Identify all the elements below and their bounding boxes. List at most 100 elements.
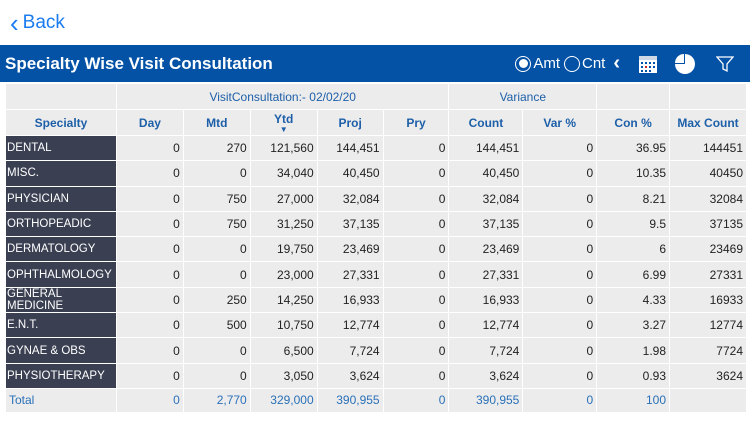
column-header-label: Proj — [338, 115, 362, 130]
cell-var: 0 — [522, 185, 598, 212]
pie-chart-icon[interactable] — [674, 53, 696, 75]
cell-pry: 0 — [382, 362, 450, 389]
table-row[interactable]: ORTHOPEADIC 0 750 31,250 37,135 0 37,135 0 9.5 37… — [5, 210, 747, 238]
cell-max-count: 12774 — [669, 312, 747, 339]
cell-var: 0 — [522, 286, 598, 314]
back-button[interactable]: ‹ Back — [10, 10, 65, 36]
total-cell: 2,770 — [182, 387, 251, 413]
total-row: Total 0 2,770 329,000 390,955 0 390,955 0 100 — [5, 387, 747, 413]
cell-proj: 37,135 — [316, 210, 384, 238]
calendar-icon[interactable] — [638, 54, 658, 74]
column-header-pry[interactable]: Pry — [382, 109, 450, 136]
cell-proj: 32,084 — [316, 185, 384, 212]
column-header-proj[interactable]: Proj — [316, 109, 384, 136]
table-row[interactable]: PHYSICIAN 0 750 27,000 32,084 0 32,084 0 8.21 320… — [5, 185, 747, 212]
cell-max-count: 16933 — [669, 286, 747, 314]
table-row[interactable]: GYNAE & OBS 0 0 6,500 7,724 0 7,724 0 1.98 7724 — [5, 337, 747, 364]
cell-day: 0 — [115, 236, 184, 263]
radio-cnt[interactable]: Cnt — [563, 55, 606, 72]
cell-var: 0 — [522, 236, 598, 263]
cell-ytd: 10,750 — [249, 312, 318, 339]
cell-max-count: 3624 — [669, 362, 747, 389]
total-cell: 100 — [596, 387, 671, 413]
cell-mtd: 750 — [182, 210, 251, 238]
cell-var: 0 — [522, 160, 598, 187]
radio-unchecked-icon — [563, 55, 580, 72]
cell-mtd: 0 — [182, 236, 251, 263]
cell-mtd: 270 — [182, 134, 251, 162]
group-header-empty — [669, 83, 747, 110]
cell-pry: 0 — [382, 236, 450, 263]
group-header-main: VisitConsultation:- 02/02/20 — [115, 83, 450, 110]
total-cell: 0 — [382, 387, 450, 413]
column-header-label: Ytd — [274, 111, 294, 126]
column-header-day[interactable]: Day — [115, 109, 184, 136]
total-cell: 0 — [522, 387, 598, 413]
group-header-empty — [596, 83, 671, 110]
column-header-ytd[interactable]: Ytd ▼ — [249, 109, 318, 136]
cell-pry: 0 — [382, 134, 450, 162]
cell-mtd: 0 — [182, 337, 251, 364]
column-header-mtd[interactable]: Mtd — [182, 109, 251, 136]
cell-pry: 0 — [382, 261, 450, 288]
cell-ytd: 19,750 — [249, 236, 318, 263]
total-cell: 390,955 — [316, 387, 384, 413]
cell-count: 3,624 — [448, 362, 524, 389]
table-row[interactable]: DERMATOLOGY 0 0 19,750 23,469 0 23,469 0 6 23469 — [5, 236, 747, 263]
column-header-label: Specialty — [34, 115, 88, 130]
cell-count: 37,135 — [448, 210, 524, 238]
cell-ytd: 23,000 — [249, 261, 318, 288]
group-header-empty — [5, 83, 117, 110]
specialty-cell: GENERAL MEDICINE — [5, 286, 117, 314]
column-header-con[interactable]: Con % — [596, 109, 671, 136]
table-row[interactable]: GENERAL MEDICINE 0 250 14,250 16,933 0 16,933 0… — [5, 286, 747, 314]
column-header-max-count[interactable]: Max Count — [669, 109, 747, 136]
column-header-count[interactable]: Count — [448, 109, 524, 136]
chevron-left-icon[interactable]: ‹ — [613, 52, 620, 74]
cell-ytd: 121,560 — [249, 134, 318, 162]
cell-mtd: 0 — [182, 362, 251, 389]
table-row[interactable]: PHYSIOTHERAPY 0 0 3,050 3,624 0 3,624 0 0.93 3624 — [5, 362, 747, 389]
cell-max-count: 37135 — [669, 210, 747, 238]
column-header-specialty[interactable]: Specialty — [5, 109, 117, 136]
cell-count: 32,084 — [448, 185, 524, 212]
cell-con: 0.93 — [596, 362, 671, 389]
cell-count: 16,933 — [448, 286, 524, 314]
cell-max-count: 27331 — [669, 261, 747, 288]
table-row[interactable]: OPHTHALMOLOGY 0 0 23,000 27,331 0 27,331 0 6.99 2… — [5, 261, 747, 288]
cell-var: 0 — [522, 362, 598, 389]
total-cell: 390,955 — [448, 387, 524, 413]
cell-count: 40,450 — [448, 160, 524, 187]
cell-var: 0 — [522, 210, 598, 238]
filter-icon[interactable] — [716, 55, 734, 73]
cell-day: 0 — [115, 362, 184, 389]
total-label: Total — [5, 387, 117, 413]
cell-day: 0 — [115, 337, 184, 364]
total-cell — [669, 387, 747, 413]
cell-max-count: 23469 — [669, 236, 747, 263]
radio-amt[interactable]: Amt — [515, 55, 560, 72]
table-row[interactable]: DENTAL 0 270 121,560 144,451 0 144,451 0 36.95 14… — [5, 134, 747, 162]
cell-con: 8.21 — [596, 185, 671, 212]
sort-desc-icon: ▼ — [279, 124, 288, 134]
cell-count: 27,331 — [448, 261, 524, 288]
cell-ytd: 31,250 — [249, 210, 318, 238]
specialty-cell: DERMATOLOGY — [5, 236, 117, 263]
cell-pry: 0 — [382, 210, 450, 238]
cell-max-count: 40450 — [669, 160, 747, 187]
cell-mtd: 750 — [182, 185, 251, 212]
cell-ytd: 27,000 — [249, 185, 318, 212]
back-label: Back — [22, 12, 65, 33]
radio-cnt-label: Cnt — [581, 55, 606, 72]
total-cell: 0 — [115, 387, 184, 413]
cell-mtd: 0 — [182, 261, 251, 288]
cell-pry: 0 — [382, 160, 450, 187]
specialty-cell: GYNAE & OBS — [5, 337, 117, 364]
table-row[interactable]: E.N.T. 0 500 10,750 12,774 0 12,774 0 3.27 12774 — [5, 312, 747, 339]
cell-ytd: 14,250 — [249, 286, 318, 314]
table-row[interactable]: MISC. 0 0 34,040 40,450 0 40,450 0 10.35 40450 — [5, 160, 747, 187]
column-header-var[interactable]: Var % — [522, 109, 598, 136]
page-title: Specialty Wise Visit Consultation — [5, 53, 273, 73]
specialty-cell: MISC. — [5, 160, 117, 187]
column-header-label: Day — [138, 115, 161, 130]
